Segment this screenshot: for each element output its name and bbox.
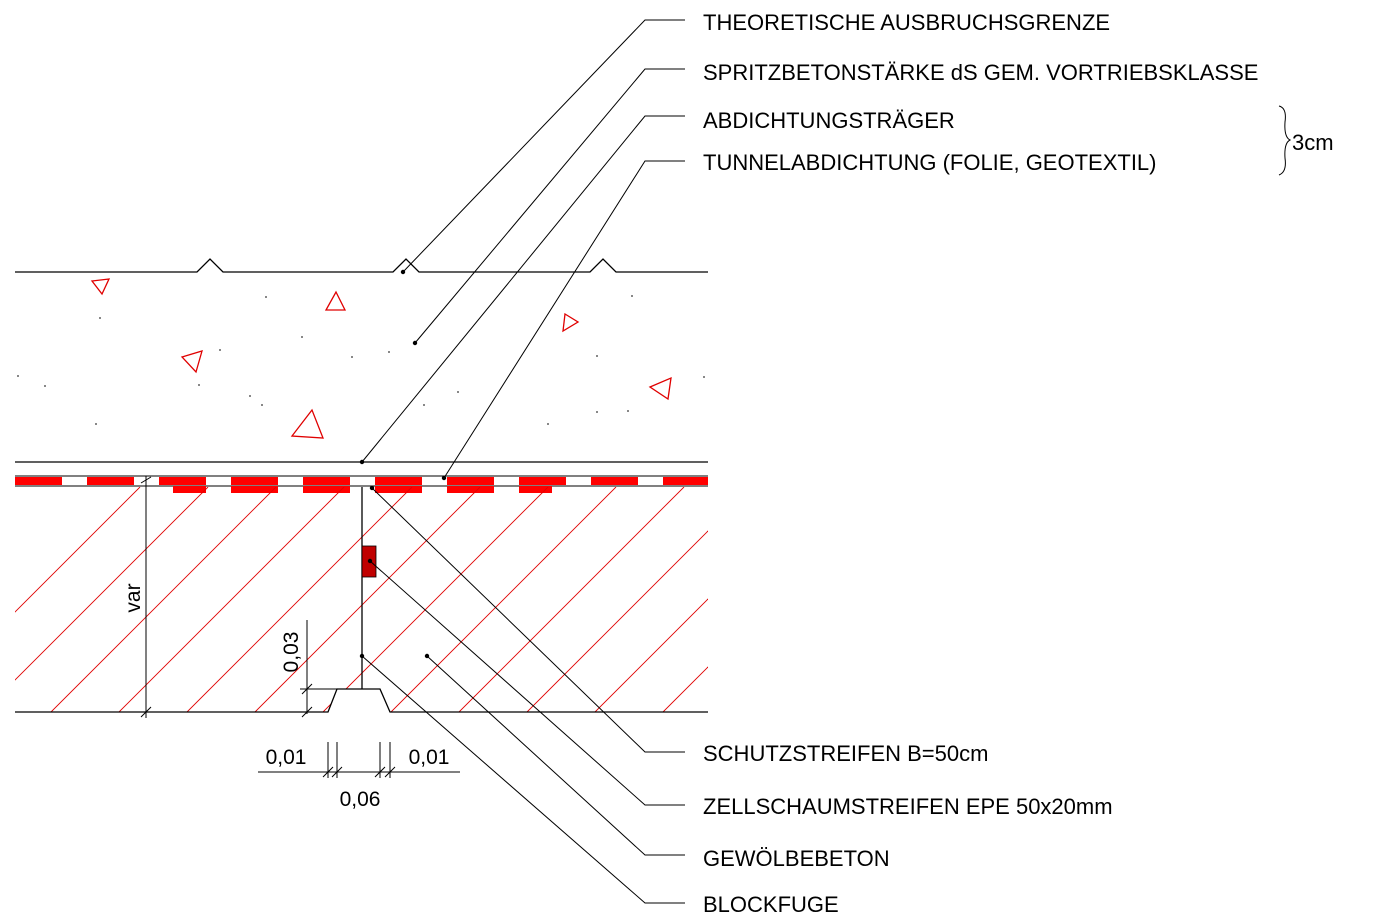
label-waterproofing-carrier: ABDICHTUNGSTRÄGER	[703, 108, 955, 133]
protection-strip	[173, 486, 552, 493]
label-theoretical-excavation-limit: THEORETISCHE AUSBRUCHSGRENZE	[703, 10, 1110, 35]
dimension-edge-right-label: 0,01	[409, 746, 450, 769]
dimension-var: var	[122, 476, 152, 718]
label-brace-value: 3cm	[1292, 130, 1334, 155]
label-tunnel-sealing: TUNNELABDICHTUNG (FOLIE, GEOTEXTIL)	[703, 150, 1157, 175]
tunnel-sealing-dashes	[15, 477, 708, 485]
excavation-line	[15, 258, 708, 273]
label-protection-strip: SCHUTZSTREIFEN B=50cm	[703, 741, 988, 766]
leader-lines-top	[359, 19, 685, 481]
dimension-groove-width-label: 0,06	[340, 788, 381, 811]
shotcrete-aggregate	[90, 278, 672, 439]
dimension-groove-depth-label: 0,03	[280, 632, 303, 673]
dimension-groove-width: 0,01 0,01 0,06	[258, 742, 460, 811]
label-foam-strip: ZELLSCHAUMSTREIFEN EPE 50x20mm	[703, 794, 1113, 819]
dimension-edge-left-label: 0,01	[266, 746, 307, 769]
shotcrete-dots	[17, 295, 705, 425]
dimension-groove-depth: 0,03	[280, 620, 340, 718]
leader-lines-bottom	[359, 485, 685, 904]
label-block-joint: BLOCKFUGE	[703, 892, 839, 917]
inner-surface-line	[15, 688, 708, 713]
label-vault-concrete: GEWÖLBEBETON	[703, 846, 890, 871]
dimension-var-label: var	[122, 583, 145, 612]
brace-icon	[1278, 105, 1292, 176]
label-shotcrete-thickness: SPRITZBETONSTÄRKE dS GEM. VORTRIEBSKLASS…	[703, 60, 1258, 85]
